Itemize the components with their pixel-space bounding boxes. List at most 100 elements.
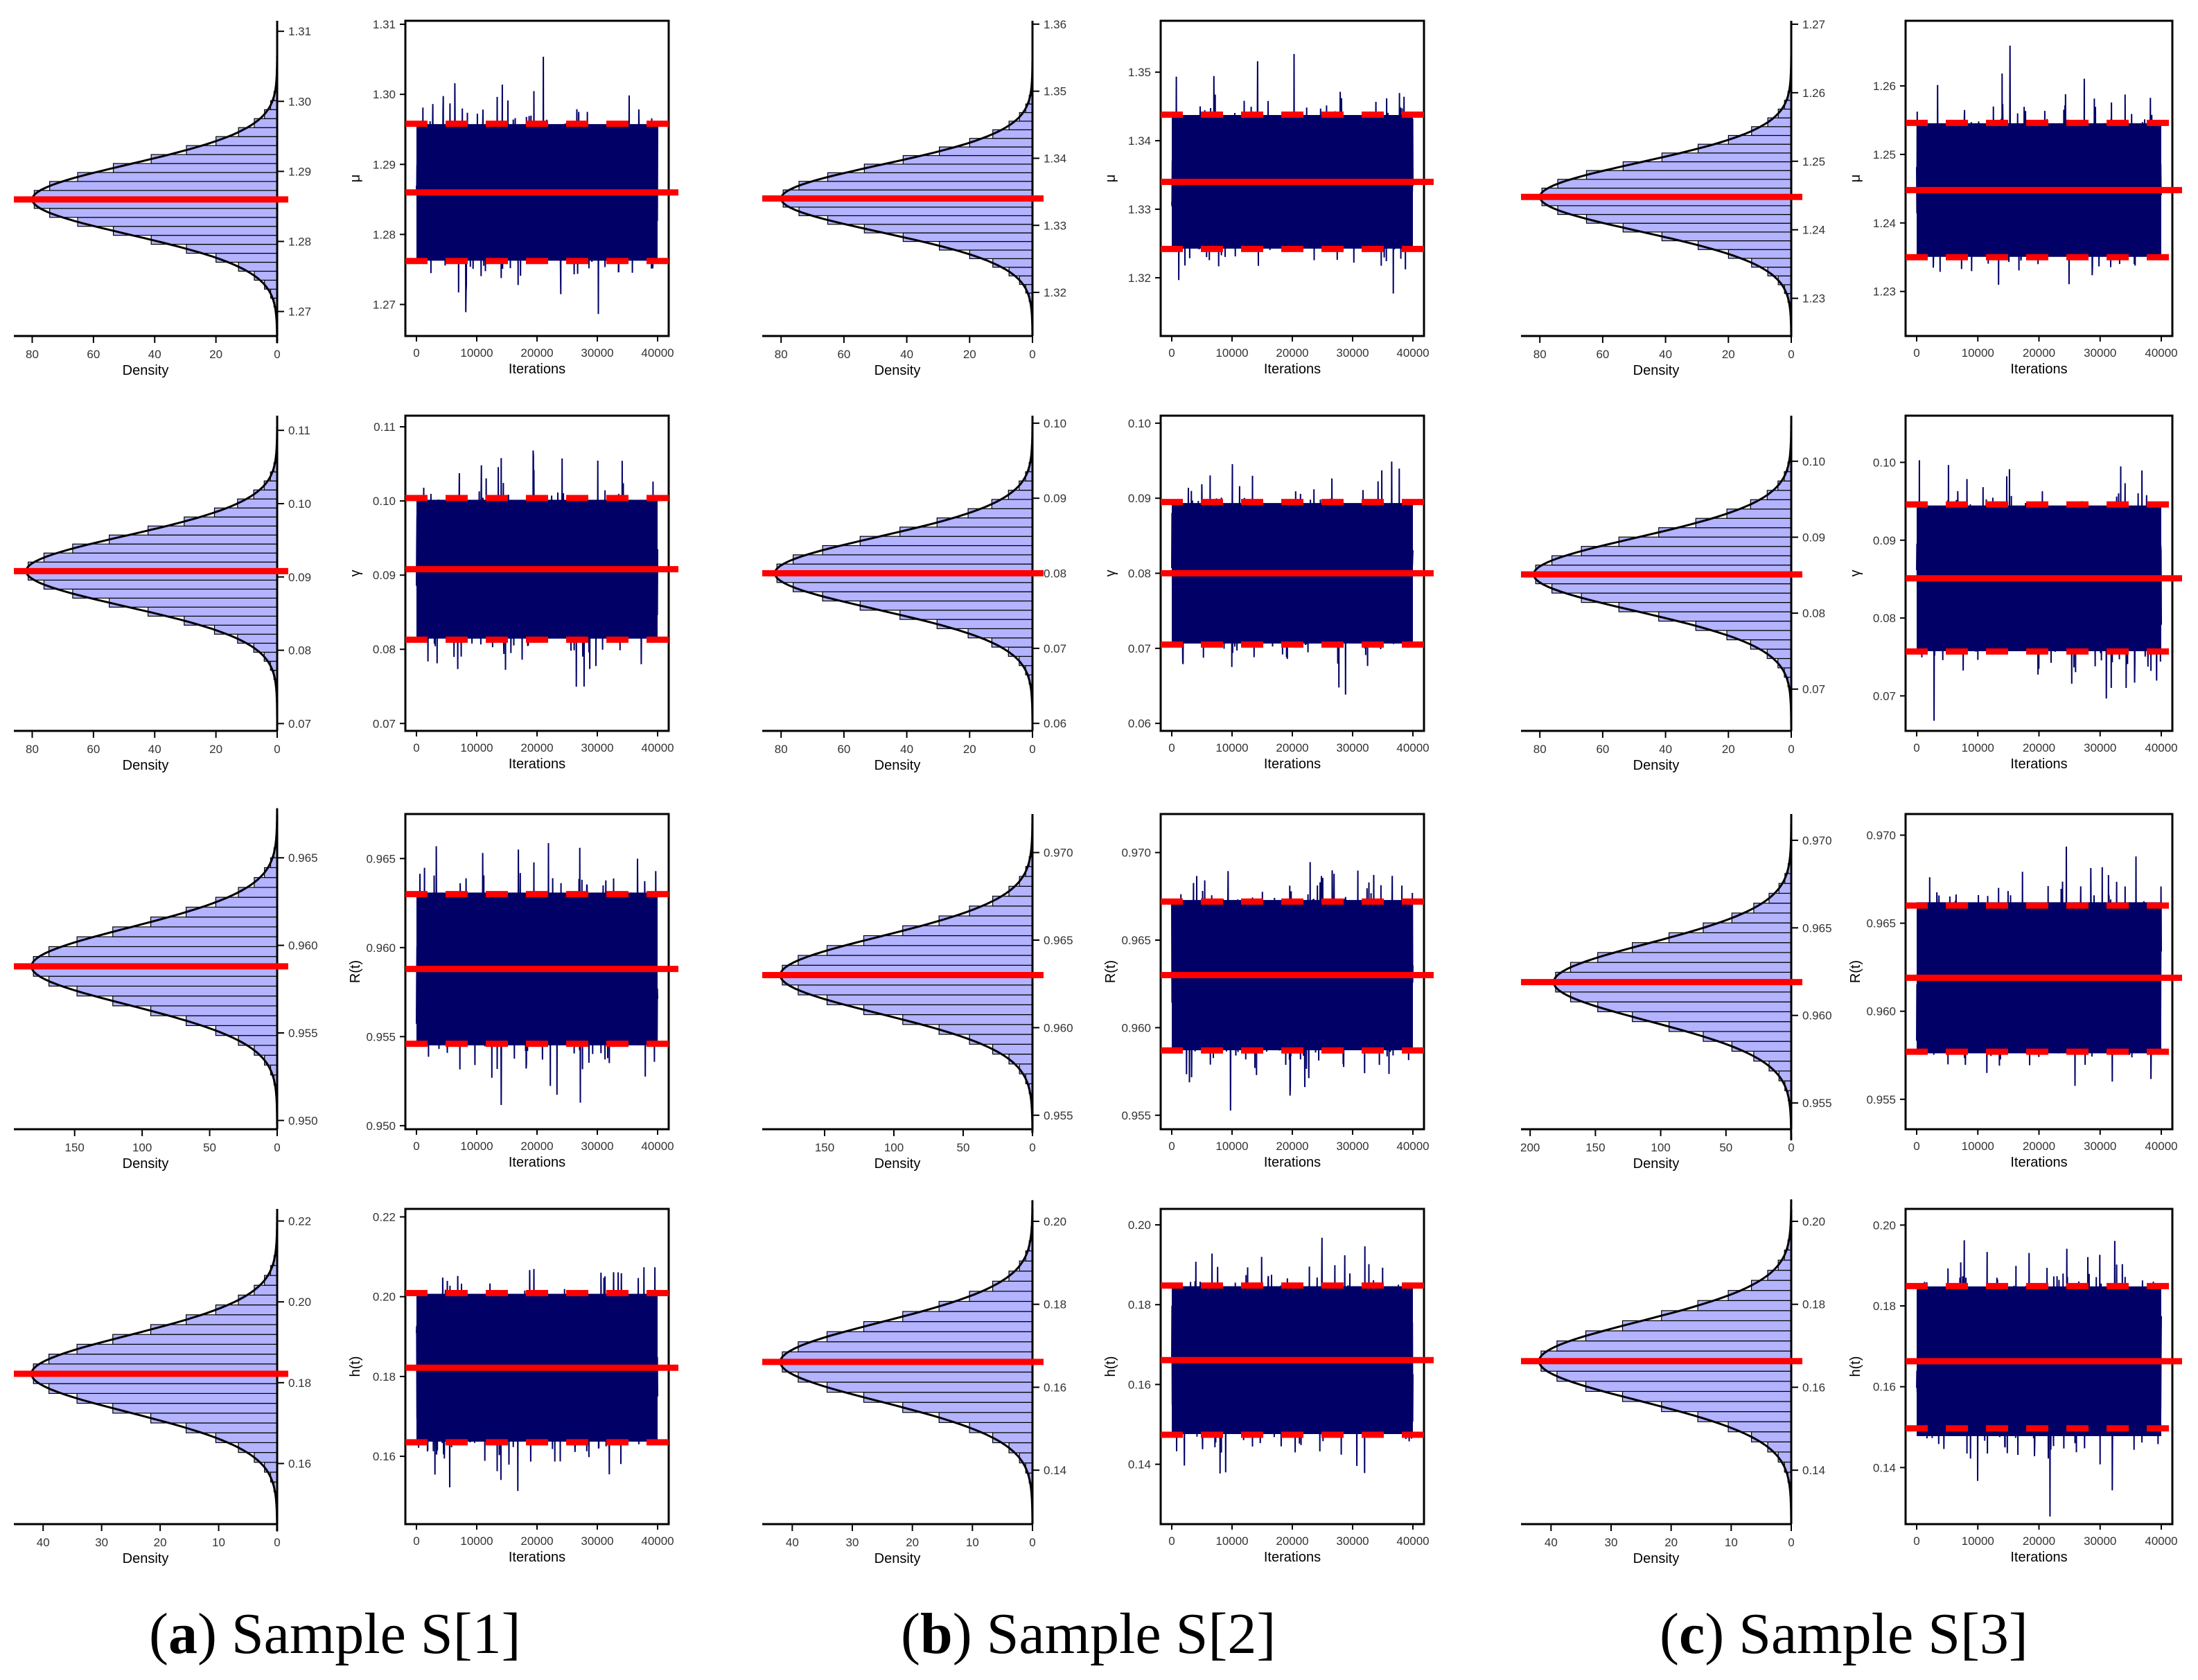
y-tick-label: 0.08	[373, 643, 396, 656]
y-tick-label: 0.970	[1866, 829, 1896, 842]
y-tick-label: 0.20	[1128, 1219, 1151, 1232]
hist-bar	[859, 600, 1033, 611]
y-tick-label: 1.29	[373, 158, 396, 171]
trace-line	[1916, 1240, 2162, 1517]
x-tick-label: 10	[212, 1536, 225, 1549]
y-tick-label: 0.08	[1128, 567, 1151, 581]
y-tick-label: 0.07	[288, 717, 311, 730]
y-tick-label: 0.10	[1044, 417, 1066, 430]
x-tick-label: 10000	[460, 1535, 493, 1548]
y-tick-label: 0.08	[1802, 607, 1825, 620]
y-axis-title: h(t)	[1848, 1356, 1863, 1377]
x-tick-label: 0	[1788, 1536, 1794, 1549]
y-tick-label: 0.16	[288, 1458, 311, 1471]
x-tick-label: 0	[1788, 348, 1794, 361]
hist-bar	[43, 579, 278, 590]
y-tick-label: 0.965	[1121, 934, 1151, 947]
y-tick-label: 0.07	[373, 717, 396, 730]
x-tick-label: 30000	[581, 346, 613, 360]
y-tick-label: 0.960	[1121, 1021, 1151, 1034]
x-tick-label: 10000	[460, 1140, 493, 1153]
x-axis-title: Iterations	[509, 757, 565, 772]
hist-bar	[902, 1014, 1033, 1025]
y-tick-label: 0.11	[373, 421, 396, 434]
hist-bar	[77, 172, 278, 182]
trace-panel-4-1: 0.16 0.18 0.20 0.22 h(t) 0 10000 20000 30000 4000…	[348, 1208, 678, 1565]
x-tick-label: 20000	[520, 1535, 553, 1548]
x-tick-label: 30000	[1336, 1535, 1369, 1548]
hist-bar	[899, 527, 1033, 537]
density-panel-4-1: 0.16 0.18 0.20 0.22 40 30 20 10 0 Density	[14, 1209, 311, 1566]
x-tick-label: 0	[413, 741, 419, 754]
x-tick-label: 100	[132, 1141, 152, 1154]
hist-bar	[150, 1005, 278, 1016]
y-tick-label: 0.950	[366, 1120, 396, 1133]
x-tick-label: 30000	[1336, 1140, 1369, 1153]
hist-bar	[899, 610, 1033, 620]
y-tick-label: 0.955	[288, 1027, 318, 1040]
x-tick-label: 20000	[2023, 741, 2055, 754]
hist-bar	[798, 206, 1033, 216]
hist-bar	[112, 1403, 278, 1414]
trace-panel-4-3: 0.14 0.16 0.18 0.20 h(t) 0 10000 20000 30000 4000…	[1848, 1208, 2182, 1565]
hist-bar	[148, 606, 278, 617]
hist-bar	[826, 994, 1033, 1005]
x-tick-label: 150	[815, 1141, 834, 1154]
hist-bar	[826, 1381, 1033, 1393]
hist-bar	[48, 1353, 278, 1365]
x-axis-title: Density	[1633, 363, 1680, 378]
trace-line	[1916, 460, 2162, 721]
x-tick-label: 0	[274, 1141, 280, 1154]
x-tick-label: 10000	[1215, 1535, 1248, 1548]
y-tick-label: 0.18	[1802, 1298, 1825, 1311]
y-tick-label: 1.28	[373, 228, 396, 241]
x-tick-label: 40000	[641, 1140, 674, 1153]
hist-bar	[112, 163, 278, 173]
x-tick-label: 60	[87, 348, 100, 361]
y-tick-label: 0.965	[1866, 917, 1896, 930]
x-tick-label: 30000	[581, 1535, 613, 1548]
trace-panel-2-1: 0.07 0.08 0.09 0.10 0.11 γ 0 10000 20000 30000 400…	[348, 414, 678, 772]
x-tick-label: 0	[1168, 346, 1175, 360]
y-tick-label: 1.30	[373, 88, 396, 101]
trace-line	[1171, 862, 1414, 1111]
x-axis-title: Iterations	[2010, 362, 2067, 377]
y-tick-label: 1.24	[1873, 217, 1896, 230]
x-tick-label: 20000	[2023, 1535, 2055, 1548]
y-tick-label: 0.22	[373, 1211, 396, 1224]
y-tick-label: 0.965	[288, 851, 318, 865]
hist-bar	[863, 1321, 1033, 1332]
x-tick-label: 10000	[1962, 346, 1994, 360]
hist-bar	[902, 154, 1033, 165]
x-tick-label: 40	[1659, 348, 1672, 361]
hist-bar	[150, 1324, 278, 1335]
x-tick-label: 80	[1533, 743, 1547, 756]
hist-bar	[827, 215, 1033, 225]
y-tick-label: 0.16	[1802, 1381, 1825, 1394]
hist-bar	[863, 935, 1033, 946]
x-tick-label: 40000	[1396, 1535, 1429, 1548]
x-tick-label: 100	[1651, 1141, 1670, 1154]
x-tick-label: 150	[65, 1141, 85, 1154]
hist-bar	[1632, 1011, 1792, 1023]
hist-bar	[1618, 602, 1792, 612]
y-axis-title: γ	[1103, 570, 1118, 577]
hist-bar	[150, 1413, 278, 1424]
x-tick-label: 40	[900, 743, 913, 756]
hist-bar	[112, 1334, 278, 1345]
y-tick-label: 0.955	[366, 1030, 396, 1043]
x-axis-title: Iterations	[2010, 1550, 2067, 1565]
density-panel-3-3: 0.955 0.960 0.965 0.970 200 150 100 50 0 Density	[1520, 814, 1832, 1171]
y-tick-label: 0.14	[1044, 1464, 1066, 1477]
trace-panel-3-1: 0.950 0.955 0.960 0.965 R(t) 0 10000 20000 30000…	[348, 813, 678, 1170]
hist-bar	[859, 536, 1033, 547]
hist-bar	[49, 181, 278, 191]
hist-bar	[1621, 1390, 1792, 1402]
x-axis-title: Density	[1633, 758, 1680, 773]
y-tick-label: 0.955	[1044, 1109, 1073, 1122]
x-tick-label: 60	[837, 348, 850, 361]
y-axis-title: μ	[348, 175, 363, 183]
hist-bar	[1556, 1340, 1792, 1352]
hist-bar	[76, 1392, 278, 1404]
x-tick-label: 10000	[460, 346, 493, 360]
